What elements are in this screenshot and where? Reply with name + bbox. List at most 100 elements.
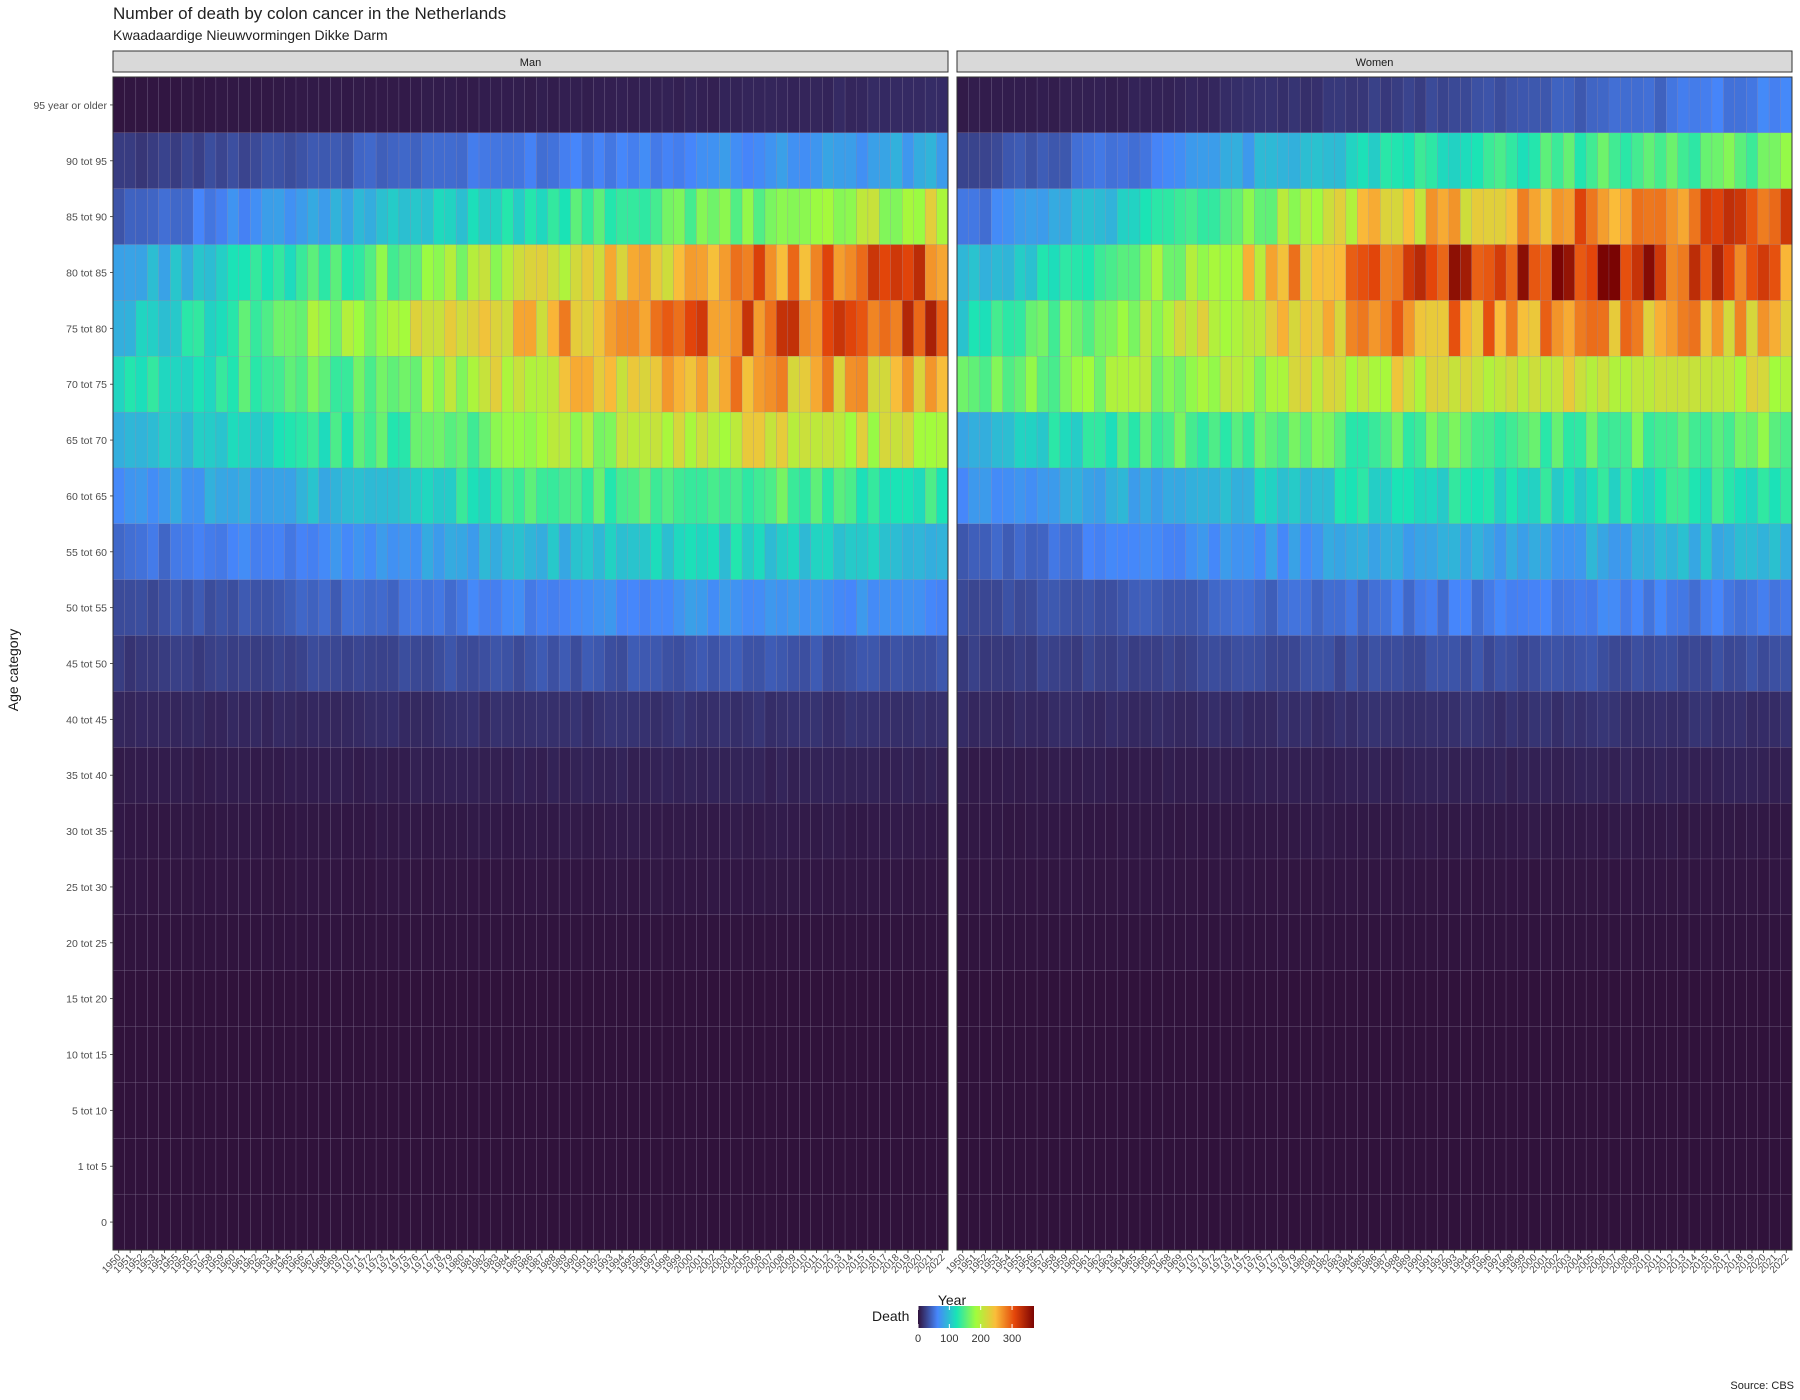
heatmap-cell xyxy=(490,914,503,971)
heatmap-cell xyxy=(112,300,125,357)
heatmap-cell xyxy=(1116,1193,1129,1251)
heatmap-cell xyxy=(570,523,583,580)
heatmap-cell xyxy=(1311,76,1324,134)
heatmap-cell xyxy=(1391,411,1404,469)
heatmap-cell xyxy=(398,523,411,580)
heatmap-cell xyxy=(1357,76,1369,134)
heatmap-cell xyxy=(1780,802,1793,860)
heatmap-cell xyxy=(558,970,571,1027)
heatmap-cell xyxy=(1059,858,1072,916)
heatmap-cell xyxy=(1368,579,1381,636)
heatmap-cell xyxy=(1151,914,1164,971)
heatmap-cell xyxy=(524,914,537,971)
heatmap-cell xyxy=(1345,467,1358,525)
heatmap-cell xyxy=(1162,802,1175,860)
heatmap-cell xyxy=(1014,579,1026,636)
heatmap-cell xyxy=(764,132,777,189)
heatmap-cell xyxy=(1231,747,1244,804)
heatmap-cell xyxy=(741,1082,754,1139)
heatmap-cell xyxy=(638,747,651,804)
heatmap-cell xyxy=(1185,467,1198,525)
heatmap-cell xyxy=(890,802,903,860)
heatmap-cell xyxy=(1448,1026,1461,1083)
heatmap-cell xyxy=(867,467,880,525)
heatmap-cell xyxy=(181,356,194,413)
heatmap-cell xyxy=(398,1138,411,1195)
heatmap-cell xyxy=(1414,579,1427,636)
heatmap-cell xyxy=(455,1138,468,1195)
heatmap-cell xyxy=(696,1193,708,1251)
heatmap-cell xyxy=(1322,411,1335,469)
heatmap-cell xyxy=(581,858,594,916)
heatmap-cell xyxy=(353,914,365,971)
heatmap-cell xyxy=(501,467,514,525)
heatmap-cell xyxy=(467,914,480,971)
heatmap-cell xyxy=(238,1082,251,1139)
heatmap-cell xyxy=(1277,76,1289,134)
heatmap-cell xyxy=(1277,1193,1289,1251)
heatmap-cell xyxy=(1288,691,1301,748)
heatmap-cell xyxy=(1643,858,1655,916)
heatmap-cell xyxy=(1723,1138,1735,1195)
heatmap-cell xyxy=(719,411,731,469)
heatmap-cell xyxy=(696,356,708,413)
heatmap-cell xyxy=(1151,467,1164,525)
heatmap-cell xyxy=(341,691,354,748)
heatmap-cell xyxy=(318,747,331,804)
heatmap-cell xyxy=(547,914,560,971)
heatmap-cell xyxy=(1711,132,1724,189)
heatmap-cell xyxy=(1116,467,1129,525)
heatmap-cell xyxy=(1197,635,1209,692)
heatmap-cell xyxy=(1540,132,1552,189)
heatmap-cell xyxy=(147,467,159,525)
heatmap-cell xyxy=(1071,188,1084,245)
heatmap-cell xyxy=(1482,467,1495,525)
heatmap-cell xyxy=(1082,802,1095,860)
heatmap-cell xyxy=(524,579,537,636)
heatmap-cell xyxy=(1242,244,1255,301)
heatmap-cell xyxy=(879,132,891,189)
heatmap-cell xyxy=(627,914,640,971)
heatmap-cell xyxy=(833,1082,846,1139)
heatmap-cell xyxy=(604,635,617,692)
heatmap-cell xyxy=(924,914,937,971)
heatmap-cell xyxy=(1746,132,1758,189)
heatmap-cell xyxy=(684,188,697,245)
heatmap-cell xyxy=(158,579,171,636)
heatmap-cell xyxy=(902,1193,914,1251)
heatmap-cell xyxy=(238,467,251,525)
heatmap-cell xyxy=(1585,970,1598,1027)
heatmap-cell xyxy=(890,244,903,301)
heatmap-cell xyxy=(1174,1193,1186,1251)
heatmap-cell xyxy=(581,1026,594,1083)
heatmap-cell xyxy=(1460,747,1472,804)
heatmap-cell xyxy=(616,467,628,525)
heatmap-cell xyxy=(1437,300,1450,357)
heatmap-cell xyxy=(764,1193,777,1251)
heatmap-cell xyxy=(661,802,674,860)
heatmap-cell xyxy=(501,76,514,134)
heatmap-cell xyxy=(524,411,537,469)
heatmap-cell xyxy=(330,523,342,580)
heatmap-cell xyxy=(547,747,560,804)
heatmap-cell xyxy=(1448,1193,1461,1251)
heatmap-cell xyxy=(810,1026,823,1083)
heatmap-cell xyxy=(616,579,628,636)
heatmap-cell xyxy=(1757,300,1770,357)
heatmap-cell xyxy=(1482,635,1495,692)
heatmap-cell xyxy=(719,802,731,860)
heatmap-cell xyxy=(879,467,891,525)
heatmap-cell xyxy=(776,411,789,469)
heatmap-cell xyxy=(1208,467,1221,525)
heatmap-cell xyxy=(1048,76,1061,134)
heatmap-cell xyxy=(696,1082,708,1139)
heatmap-cell xyxy=(1071,914,1084,971)
heatmap-cell xyxy=(1643,1193,1655,1251)
chart-title: Number of death by colon cancer in the N… xyxy=(113,4,507,23)
heatmap-cell xyxy=(856,411,869,469)
heatmap-cell xyxy=(936,1082,949,1139)
heatmap-cell xyxy=(444,579,457,636)
heatmap-cell xyxy=(1643,467,1655,525)
heatmap-cell xyxy=(1025,300,1038,357)
heatmap-cell xyxy=(307,691,320,748)
